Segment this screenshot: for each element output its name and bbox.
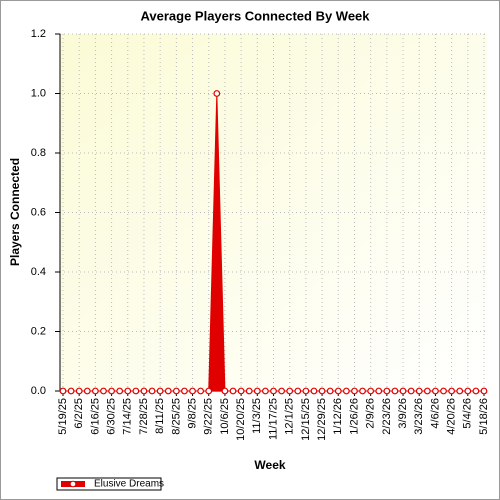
point xyxy=(415,387,423,395)
x-tick-label: 6/30/25 xyxy=(105,398,117,435)
x-tick-label: 1/26/26 xyxy=(348,398,360,435)
x-tick-label: 12/29/25 xyxy=(316,398,328,441)
point xyxy=(440,387,447,395)
x-tick-label: 7/14/25 xyxy=(122,398,134,435)
point xyxy=(464,387,472,395)
y-tick-label: 0.0 xyxy=(31,385,46,397)
legend-marker xyxy=(69,480,77,488)
x-tick-label: 10/6/25 xyxy=(219,398,231,435)
x-tick-label: 10/20/25 xyxy=(235,398,247,441)
y-tick-label: 0.6 xyxy=(31,206,46,218)
legend-label: Elusive Dreams xyxy=(94,479,164,490)
y-tick-label: 1.0 xyxy=(31,87,46,99)
point xyxy=(270,387,277,395)
point xyxy=(148,387,156,395)
point xyxy=(432,387,439,395)
point xyxy=(189,387,196,395)
point xyxy=(213,90,221,97)
point xyxy=(116,387,124,395)
x-tick-label: 6/16/25 xyxy=(89,398,101,435)
y-tick-label: 0.4 xyxy=(31,266,46,278)
point xyxy=(286,387,294,395)
x-tick-label: 4/6/26 xyxy=(429,398,441,429)
x-tick-label: 11/17/25 xyxy=(267,398,279,440)
point xyxy=(156,387,164,395)
x-tick-label: 9/8/25 xyxy=(186,398,198,429)
x-tick-label: 11/3/25 xyxy=(251,398,263,434)
x-axis-title: Week xyxy=(254,458,285,472)
plot-area xyxy=(60,34,487,391)
point xyxy=(342,387,350,395)
point xyxy=(351,387,358,395)
point xyxy=(399,387,407,395)
point xyxy=(472,387,480,395)
point xyxy=(237,387,245,395)
point xyxy=(181,387,188,395)
x-tick-label: 5/4/26 xyxy=(462,398,474,429)
x-tick-label: 5/19/25 xyxy=(57,398,69,435)
point xyxy=(334,387,342,395)
point xyxy=(480,387,488,395)
point xyxy=(83,387,91,395)
point xyxy=(423,387,431,395)
point xyxy=(448,387,456,395)
point xyxy=(391,387,399,395)
point xyxy=(172,387,180,395)
point xyxy=(407,387,415,395)
point xyxy=(318,387,326,395)
x-tick-label: 3/23/26 xyxy=(413,398,425,435)
point xyxy=(205,387,213,395)
point xyxy=(124,387,132,395)
chart-title: Average Players Connected By Week xyxy=(140,8,370,23)
point xyxy=(221,387,229,395)
point xyxy=(197,387,205,395)
point xyxy=(253,387,261,395)
x-tick-label: 7/28/25 xyxy=(138,398,150,435)
x-tick-label: 12/1/25 xyxy=(284,398,296,435)
point xyxy=(164,387,172,395)
y-tick-label: 0.2 xyxy=(31,325,46,337)
x-tick-label: 9/22/25 xyxy=(203,398,215,435)
x-tick-label: 8/25/25 xyxy=(170,398,182,435)
point xyxy=(310,387,318,395)
point xyxy=(456,387,464,395)
x-tick-label: 5/18/26 xyxy=(478,398,490,435)
legend: Elusive Dreams xyxy=(56,477,164,491)
point xyxy=(367,387,375,395)
point xyxy=(302,387,310,395)
x-tick-label: 4/20/26 xyxy=(446,398,458,435)
x-tick-label: 1/12/26 xyxy=(332,398,344,435)
point xyxy=(59,387,67,395)
point xyxy=(91,387,99,395)
x-tick-label: 2/9/26 xyxy=(365,398,377,429)
point xyxy=(229,387,237,395)
point xyxy=(75,387,83,395)
point xyxy=(140,387,148,395)
point xyxy=(326,387,334,395)
point xyxy=(383,387,391,395)
y-tick-label: 1.2 xyxy=(31,28,46,40)
point xyxy=(375,387,383,395)
x-tick-label: 12/15/25 xyxy=(300,398,312,441)
point xyxy=(67,387,75,395)
x-tick-label: 3/9/26 xyxy=(397,398,409,429)
point xyxy=(262,387,269,395)
x-tick-label: 2/23/26 xyxy=(381,398,393,435)
y-tick-label: 0.8 xyxy=(31,147,46,159)
y-axis-title: Players Connected xyxy=(8,158,22,266)
point xyxy=(100,387,107,395)
x-tick-label: 8/11/25 xyxy=(154,398,166,434)
x-tick-label: 6/2/25 xyxy=(73,398,85,429)
point xyxy=(278,387,285,395)
point xyxy=(359,387,366,395)
point xyxy=(132,387,140,395)
point xyxy=(294,387,302,395)
point xyxy=(245,387,253,395)
point xyxy=(108,387,115,395)
